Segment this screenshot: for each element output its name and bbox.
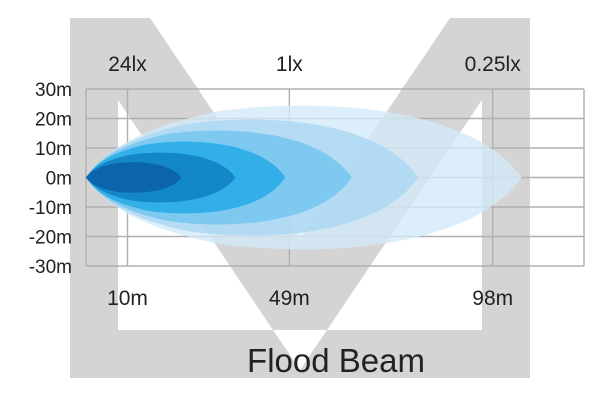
logo-watermark-shape bbox=[70, 18, 530, 378]
y-tick-label: -10m bbox=[29, 198, 72, 219]
lux-label: 1lx bbox=[276, 53, 303, 76]
beam-contour-6 bbox=[86, 162, 182, 193]
distance-label: 10m bbox=[107, 287, 148, 310]
lux-label: 0.25lx bbox=[465, 53, 522, 76]
chart-title: Flood Beam bbox=[247, 342, 425, 379]
y-tick-label: 30m bbox=[35, 80, 72, 101]
logo-watermark bbox=[70, 18, 530, 378]
y-axis-ticks: 30m 20m 10m 0m -10m -20m -30m bbox=[29, 80, 72, 278]
lux-label: 24lx bbox=[108, 53, 147, 76]
distance-label: 98m bbox=[472, 287, 513, 310]
y-tick-label: -30m bbox=[29, 257, 72, 278]
y-tick-label: 0m bbox=[46, 169, 72, 190]
distance-labels: 10m 49m 98m bbox=[107, 287, 513, 310]
lux-labels: 24lx 1lx 0.25lx bbox=[108, 53, 521, 76]
beam-contours bbox=[86, 105, 522, 250]
y-tick-label: 10m bbox=[35, 139, 72, 160]
y-tick-label: 20m bbox=[35, 110, 72, 131]
y-tick-label: -20m bbox=[29, 228, 72, 249]
distance-label: 49m bbox=[269, 287, 310, 310]
